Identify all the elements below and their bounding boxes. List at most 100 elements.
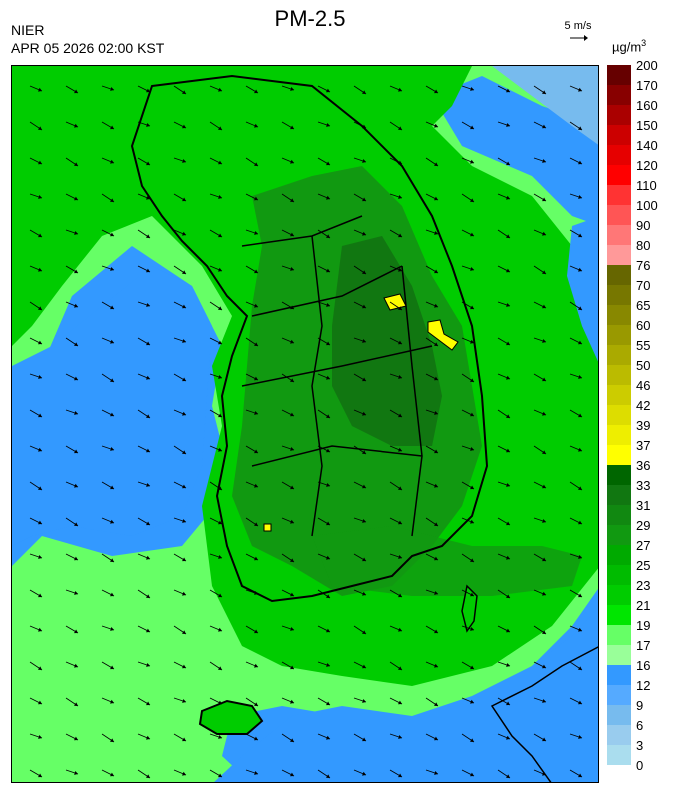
wind-arrow-head [146,123,150,127]
wind-arrow-head [254,449,258,454]
forecast-datetime: APR 05 2026 02:00 KST [11,40,165,56]
wind-arrow-head [38,267,42,272]
wind-arrow-head [254,556,258,561]
colorbar-tick-label: 46 [636,378,651,393]
wind-arrow-head [146,303,150,307]
wind-arrow-head [578,555,582,559]
colorbar-tick-label: 19 [636,618,651,633]
wind-arrow-head [146,234,150,238]
colorbar-tick-label: 29 [636,518,651,533]
wind-arrow-head [434,342,438,346]
pm25-map[interactable] [11,65,599,783]
wind-arrow-head [218,773,222,778]
colorbar-swatch [607,505,631,526]
colorbar-tick-label: 36 [636,458,651,473]
wind-arrow-head [218,413,222,418]
colorbar-swatch [607,65,631,86]
wind-arrow-head [578,160,582,165]
colorbar-swatch [607,265,631,286]
wind-arrow-head [182,159,186,163]
wind-arrow-head [110,519,114,524]
wind-arrow-head [398,773,402,778]
colorbar-swatch [607,605,631,626]
wind-arrow-head [470,198,474,202]
wind-arrow-head [38,627,42,632]
wind-arrow-head [254,702,258,706]
wind-arrow-head [254,342,258,346]
wind-arrow-head [542,557,546,562]
wind-arrow-head [434,629,438,634]
south-sea-clean-air [214,608,598,782]
wind-arrow-head [290,378,294,382]
wind-arrow-head [434,196,438,201]
wind-arrow-head [398,593,402,598]
wind-arrow-head [182,771,186,776]
wind-arrow-head [470,412,474,417]
wind-arrow-head [182,231,186,236]
wind-arrow-head [326,594,330,598]
wind-arrow-head [218,233,222,238]
wind-arrow-head [506,735,510,740]
wind-arrow-head [506,88,510,93]
colorbar-swatch [607,425,631,446]
wind-arrow-head [362,270,366,274]
colorbar-tick-label: 37 [636,438,651,453]
colorbar-tick-label: 200 [636,58,658,73]
wind-arrow-head [506,701,510,706]
wind-arrow-head [146,195,150,200]
colorbar-tick-label: 150 [636,118,658,133]
wind-arrow-head [110,378,114,382]
colorbar-swatch [607,725,631,746]
wind-arrow-head [218,160,222,165]
colorbar-swatch [607,105,631,126]
wind-arrow-head [398,340,402,345]
colorbar-tick-label: 39 [636,418,651,433]
colorbar-tick-label: 33 [636,478,651,493]
wind-arrow-head [74,162,78,166]
wind-arrow-head [362,304,366,309]
colorbar-tick-label: 120 [636,158,658,173]
wind-arrow-head [290,558,294,562]
wind-arrow-head [434,123,438,128]
colorbar-tick-label: 170 [636,78,658,93]
colorbar-swatch [607,345,631,366]
wind-arrow-head [470,665,474,670]
wind-arrow-head [326,663,330,667]
wind-arrow-head [182,737,186,742]
wind-arrow-head [110,87,114,91]
wind-arrow-head [326,195,330,200]
wind-arrow-head [470,447,474,451]
wind-arrow-head [38,486,42,490]
wind-arrow-head [578,666,582,670]
wind-arrow-head [578,87,582,92]
wind-reference-label: 5 m/s [564,20,592,32]
wind-arrow-head [290,198,294,202]
wind-arrow-head [38,306,42,310]
wind-arrow-head [578,700,582,705]
wind-arrow-head [110,339,114,344]
wind-arrow-head [470,159,474,164]
wind-arrow-head [254,411,258,415]
colorbar-tick-label: 6 [636,718,644,733]
wind-arrow-head [506,414,510,418]
wind-arrow-head [146,594,150,598]
wind-arrow-head [506,303,510,307]
wind-arrow-head [38,160,42,165]
wind-arrow-head [110,159,114,164]
wind-arrow-head [218,627,222,632]
colorbar [607,65,631,765]
wind-arrow-head [290,627,294,631]
wind-arrow-head [254,522,258,526]
colorbar-tick-label: 160 [636,98,658,113]
wind-arrow-head [434,411,438,415]
wind-arrow-head [542,124,546,129]
wind-arrow-head [434,736,438,741]
wind-arrow-head [290,772,294,777]
wind-arrow-head [38,520,42,525]
wind-arrow-head [290,412,294,417]
wind-arrow-head [362,197,366,202]
wind-arrow-head [146,663,150,667]
wind-arrow-head [542,519,546,523]
wind-arrow-head [110,447,114,451]
wind-arrow-head [470,772,474,777]
